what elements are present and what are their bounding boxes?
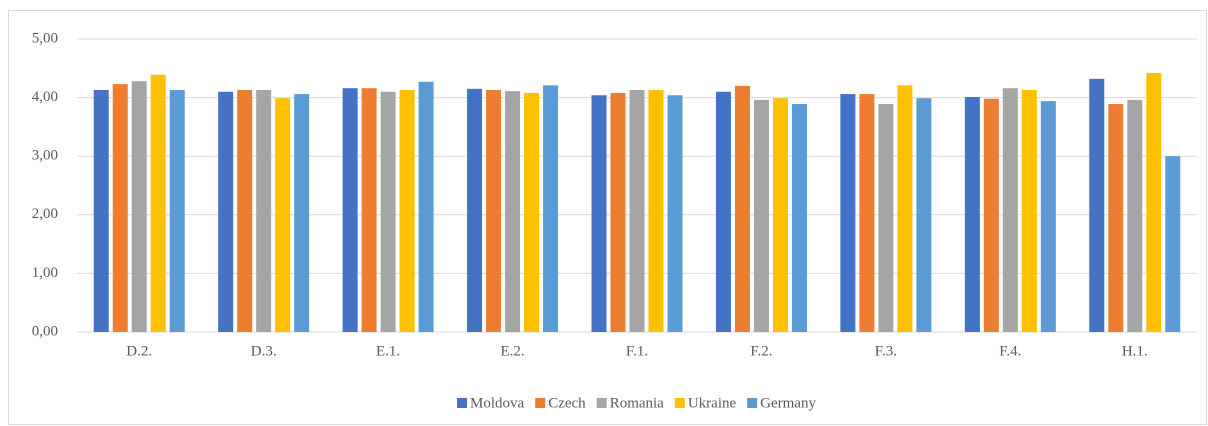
legend-label: Ukraine	[688, 395, 737, 411]
bar	[1002, 88, 1018, 332]
y-tick-label: 1,00	[32, 265, 58, 281]
y-tick-label: 0,00	[32, 323, 58, 339]
bar	[734, 85, 750, 332]
bar	[169, 89, 185, 333]
bar	[275, 98, 291, 332]
legend-swatch	[457, 398, 468, 408]
x-tick-label: E.1.	[376, 343, 400, 359]
bar	[964, 97, 980, 332]
bar	[591, 95, 607, 332]
chart-frame	[8, 10, 1207, 425]
x-tick-label: D.2.	[126, 343, 152, 359]
legend-swatch	[535, 398, 546, 408]
bar	[256, 89, 272, 333]
bar	[399, 89, 415, 333]
bar	[753, 99, 769, 332]
x-tick-label: F.2.	[750, 343, 772, 359]
legend-label: Czech	[548, 395, 586, 411]
bar	[1165, 156, 1181, 332]
bar	[983, 98, 999, 332]
legend-swatch	[596, 398, 607, 408]
bar	[505, 91, 521, 333]
bar	[916, 98, 932, 332]
bar	[112, 84, 128, 332]
bar	[1089, 78, 1105, 333]
bar	[418, 81, 434, 332]
y-tick-label: 5,00	[32, 30, 58, 46]
y-tick-label: 2,00	[32, 206, 58, 222]
bar	[840, 94, 856, 332]
bar	[1040, 101, 1056, 332]
bar	[150, 74, 166, 332]
bar	[629, 89, 645, 333]
y-tick-label: 3,00	[32, 148, 58, 164]
legend-label: Romania	[610, 395, 664, 411]
bar	[859, 94, 875, 332]
legend-label: Moldova	[470, 395, 525, 411]
bar	[791, 104, 807, 333]
legend-label: Germany	[760, 395, 816, 411]
bar	[897, 85, 913, 332]
bar	[667, 95, 683, 332]
bar	[93, 89, 109, 333]
bar	[1146, 72, 1162, 332]
bar	[218, 91, 234, 333]
x-tick-label: D.3.	[251, 343, 277, 359]
bar	[524, 92, 540, 332]
x-tick-label: H.1.	[1122, 343, 1148, 359]
bar	[294, 94, 310, 332]
bar	[772, 98, 788, 332]
x-tick-label: F.4.	[999, 343, 1021, 359]
bar	[380, 91, 396, 333]
bar	[131, 81, 147, 332]
bar	[1127, 99, 1143, 332]
bar	[237, 89, 253, 333]
bar	[1021, 89, 1037, 333]
bar	[486, 89, 502, 333]
bar	[878, 104, 894, 333]
y-tick-label: 4,00	[32, 89, 58, 105]
x-tick-label: E.2.	[500, 343, 524, 359]
bar	[361, 88, 377, 332]
bar	[543, 85, 559, 332]
legend-swatch	[674, 398, 685, 408]
bar	[610, 92, 626, 332]
bar	[342, 88, 358, 332]
bar	[648, 89, 664, 333]
x-tick-label: F.1.	[626, 343, 648, 359]
bar	[467, 88, 483, 332]
legend-swatch	[747, 398, 758, 408]
bar	[1108, 104, 1124, 333]
bar	[715, 91, 731, 333]
x-tick-label: F.3.	[875, 343, 897, 359]
